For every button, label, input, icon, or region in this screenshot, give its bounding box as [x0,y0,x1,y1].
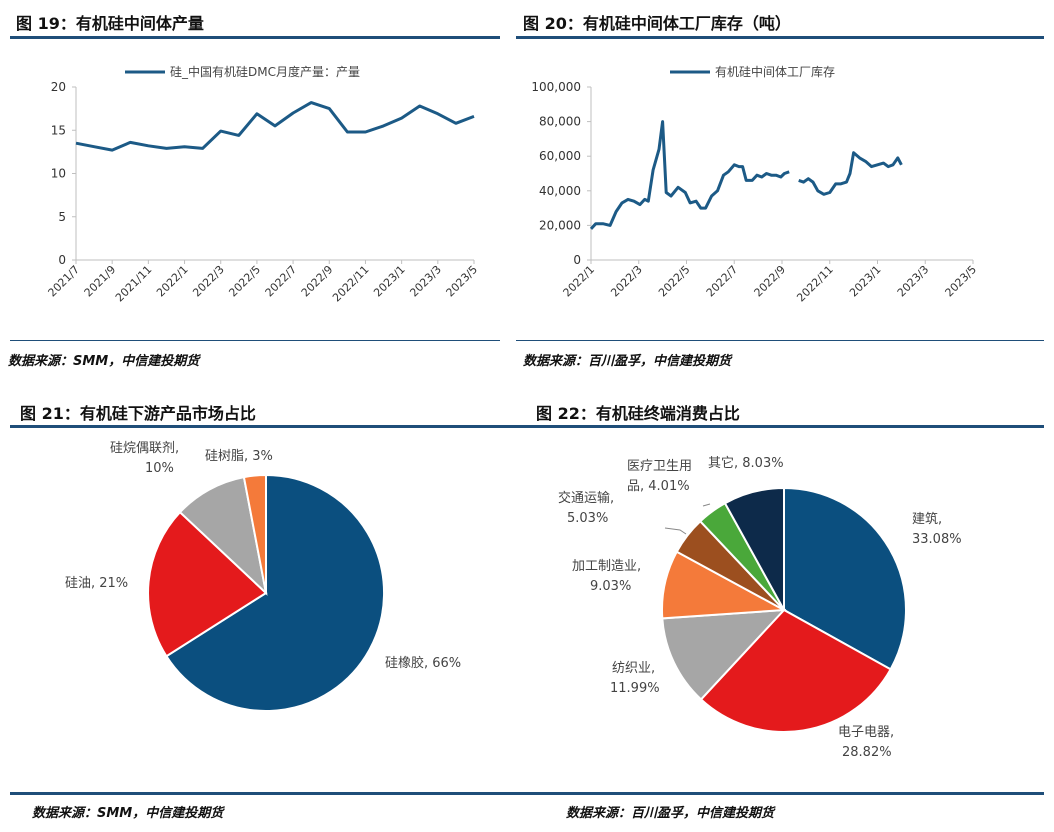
x-tick-label: 2023/3 [407,263,444,300]
x-tick-label: 2022/9 [299,263,336,300]
slice-label: 加工制造业, [572,559,641,574]
pie-slice [661,608,787,701]
source-rule-19 [10,340,500,341]
slice-label-line2: 11.99% [610,681,660,696]
slice-label: 电子电器, [838,725,894,740]
pie-slice [783,486,907,671]
x-tick-label: 2022/5 [226,263,263,300]
slice-label: 纺织业, [612,661,655,676]
series-line [798,151,903,196]
chart20-svg: 0 20,000 40,000 60,000 80,000 100,000 2022/1 20… [531,64,980,305]
slice-label: 硅油, 21% [65,576,128,591]
y-tick-label: 0 [573,253,581,267]
slice-label-line2: 33.08% [912,532,962,547]
slice-label: 交通运输, [558,490,614,506]
y-tick-label: 80,000 [539,115,581,129]
x-tick-label: 2023/1 [847,263,884,300]
x-tick-label: 2022/5 [656,263,693,300]
chart21-source: 数据来源：SMM，中信建投期货 [32,806,224,821]
x-tick-label: 2021/9 [82,263,119,300]
x-tick-label: 2022/7 [704,263,741,300]
chart22-title: 图 22：有机硅终端消费占比 [536,404,740,423]
leader-line [664,527,687,535]
chart19-source: 数据来源：SMM，中信建投期货 [8,354,200,369]
slice-label: 医疗卫生用 [627,459,692,474]
y-tick-label: 5 [58,210,66,224]
pie-slice [723,486,785,611]
chart19-title: 图 19：有机硅中间体产量 [16,14,204,33]
x-tick-label: 2021/7 [46,263,83,300]
x-tick-label: 2021/11 [113,263,155,305]
x-tick-label: 2022/9 [752,263,789,300]
y-tick-label: 0 [58,253,66,267]
x-tick-label: 2022/11 [330,263,372,305]
slice-label-line2: 5.03% [567,511,608,526]
x-tick-label: 2022/1 [154,263,191,300]
legend-label: 有机硅中间体工厂库存 [715,64,835,79]
x-tick-label: 2023/5 [943,263,980,300]
slice-label: 建筑, [912,511,942,527]
source-rule-20 [516,340,1044,341]
title-rule-lower [10,425,1044,428]
slice-label: 硅烷偶联剂, [110,441,179,456]
y-tick-label: 20,000 [539,218,581,232]
chart22-svg: 建筑, 33.08% 电子电器, 28.82% 纺织业, 11.99% 加工制造业, 9.03… [558,455,962,760]
legend-label: 硅_中国有机硅DMC月度产量：产量 [170,64,360,79]
series-line [75,101,475,152]
slice-label-line2: 10% [145,461,174,476]
y-tick-label: 10 [51,167,66,181]
x-tick-label: 2023/5 [444,263,481,300]
source-rule-lower [10,792,1044,795]
y-tick-label: 60,000 [539,149,581,163]
leader-line [702,503,711,507]
x-tick-label: 2023/1 [371,263,408,300]
y-tick-label: 20 [51,80,66,94]
x-tick-label: 2022/11 [794,263,836,305]
y-tick-label: 15 [51,123,66,137]
chart20-source: 数据来源：百川盈孚，中信建投期货 [523,354,732,369]
chart22-source: 数据来源：百川盈孚，中信建投期货 [566,806,775,821]
x-tick-label: 2022/1 [561,263,598,300]
x-tick-label: 2023/3 [895,263,932,300]
pie-slice [178,475,268,596]
x-tick-label: 2022/7 [263,263,300,300]
y-tick-label: 100,000 [531,80,581,94]
chart20-title: 图 20：有机硅中间体工厂库存（吨） [523,14,791,33]
slice-label: 硅橡胶, 66% [385,655,461,671]
title-rule-19 [10,36,500,39]
slice-label: 其它, 8.03% [708,455,784,471]
y-tick-label: 40,000 [539,184,581,198]
title-rule-20 [516,36,1044,39]
slice-label: 硅树脂, 3% [205,449,273,464]
x-tick-label: 2022/3 [608,263,645,300]
pie-slice [147,510,268,658]
pie-slice [699,608,892,733]
chart21-svg: 硅橡胶, 66% 硅油, 21% 硅烷偶联剂, 10% 硅树脂, 3% [65,441,461,712]
slice-label-line2: 品, 4.01% [627,479,690,494]
pie-slice [242,473,267,594]
series-line [589,120,790,230]
slice-label-line2: 9.03% [590,579,631,594]
pie-slice [165,473,386,712]
chart21-title: 图 21：有机硅下游产品市场占比 [20,404,256,423]
x-tick-label: 2022/3 [190,263,227,300]
slice-label-line2: 28.82% [842,745,892,760]
